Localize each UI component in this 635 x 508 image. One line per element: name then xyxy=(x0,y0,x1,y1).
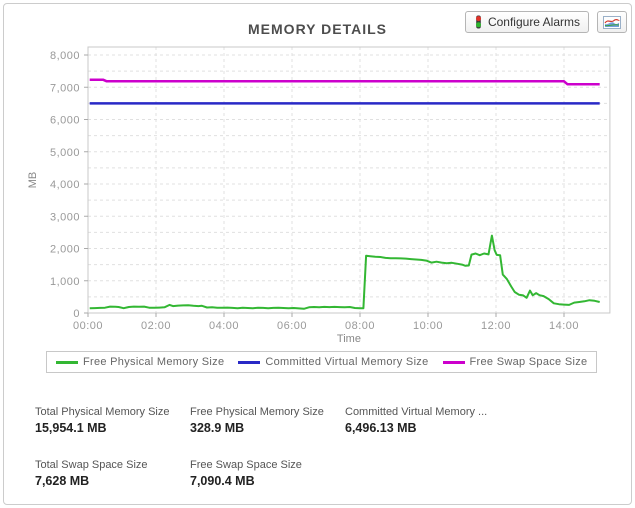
free-physical-memory-swatch xyxy=(56,360,78,364)
stat-value: 6,496.13 MB xyxy=(345,421,417,435)
stat-free-swap-space: Free Swap Space Size 7,090.4 MB xyxy=(190,459,345,488)
stat-value: 328.9 MB xyxy=(190,421,245,435)
svg-text:4,000: 4,000 xyxy=(50,179,80,191)
line-chart-icon xyxy=(603,15,621,29)
stat-label: Free Swap Space Size xyxy=(190,459,302,471)
svg-text:04:00: 04:00 xyxy=(209,320,239,332)
legend-label: Free Swap Space Size xyxy=(469,356,588,368)
stat-label: Total Swap Space Size xyxy=(35,459,148,471)
legend-item-committed-virtual-memory[interactable]: Committed Virtual Memory Size xyxy=(238,356,428,368)
stats-row-2: Total Swap Space Size 7,628 MB Free Swap… xyxy=(35,459,345,488)
free-swap-space-swatch xyxy=(442,360,465,364)
legend-label: Committed Virtual Memory Size xyxy=(265,356,429,368)
traffic-light-icon xyxy=(474,15,483,29)
legend-item-free-swap-space[interactable]: Free Swap Space Size xyxy=(442,356,588,368)
svg-text:MB: MB xyxy=(27,172,39,189)
svg-text:3,000: 3,000 xyxy=(50,211,80,223)
svg-text:6,000: 6,000 xyxy=(50,115,80,127)
stat-label: Total Physical Memory Size xyxy=(35,406,170,418)
stat-label: Committed Virtual Memory ... xyxy=(345,406,488,418)
svg-text:14:00: 14:00 xyxy=(549,320,579,332)
svg-text:7,000: 7,000 xyxy=(50,82,80,94)
svg-text:10:00: 10:00 xyxy=(413,320,443,332)
svg-text:5,000: 5,000 xyxy=(50,147,80,159)
stats-row-1: Total Physical Memory Size 15,954.1 MB F… xyxy=(35,406,487,435)
panel-border xyxy=(3,3,632,505)
svg-text:0: 0 xyxy=(73,308,80,320)
chart-view-button[interactable] xyxy=(597,11,627,33)
svg-text:8,000: 8,000 xyxy=(50,50,80,62)
legend-item-free-physical-memory[interactable]: Free Physical Memory Size xyxy=(56,356,224,368)
stat-value: 7,090.4 MB xyxy=(190,474,255,488)
svg-text:1,000: 1,000 xyxy=(50,276,80,288)
stat-label: Free Physical Memory Size xyxy=(190,406,324,418)
configure-alarms-button[interactable]: Configure Alarms xyxy=(464,11,589,33)
svg-text:12:00: 12:00 xyxy=(481,320,511,332)
svg-text:08:00: 08:00 xyxy=(345,320,375,332)
page-title: MEMORY DETAILS xyxy=(248,21,387,37)
legend-label: Free Physical Memory Size xyxy=(83,356,225,368)
svg-text:06:00: 06:00 xyxy=(277,320,307,332)
svg-text:00:00: 00:00 xyxy=(73,320,103,332)
stat-committed-virtual-memory: Committed Virtual Memory ... 6,496.13 MB xyxy=(345,406,487,435)
stat-total-physical-memory: Total Physical Memory Size 15,954.1 MB xyxy=(35,406,190,435)
svg-text:Time: Time xyxy=(337,333,361,345)
configure-alarms-label: Configure Alarms xyxy=(487,15,580,29)
stat-free-physical-memory: Free Physical Memory Size 328.9 MB xyxy=(190,406,345,435)
stat-value: 15,954.1 MB xyxy=(35,421,107,435)
memory-details-chart: 0 1,000 2,000 3,000 4,000 5,000 6,000 7,000 8,00… xyxy=(27,46,611,345)
stat-value: 7,628 MB xyxy=(35,474,90,488)
chart-legend: Free Physical Memory Size Committed Virt… xyxy=(46,351,598,373)
committed-virtual-memory-swatch xyxy=(238,360,261,364)
svg-text:2,000: 2,000 xyxy=(50,244,80,256)
stat-total-swap-space: Total Swap Space Size 7,628 MB xyxy=(35,459,190,488)
svg-text:02:00: 02:00 xyxy=(141,320,171,332)
